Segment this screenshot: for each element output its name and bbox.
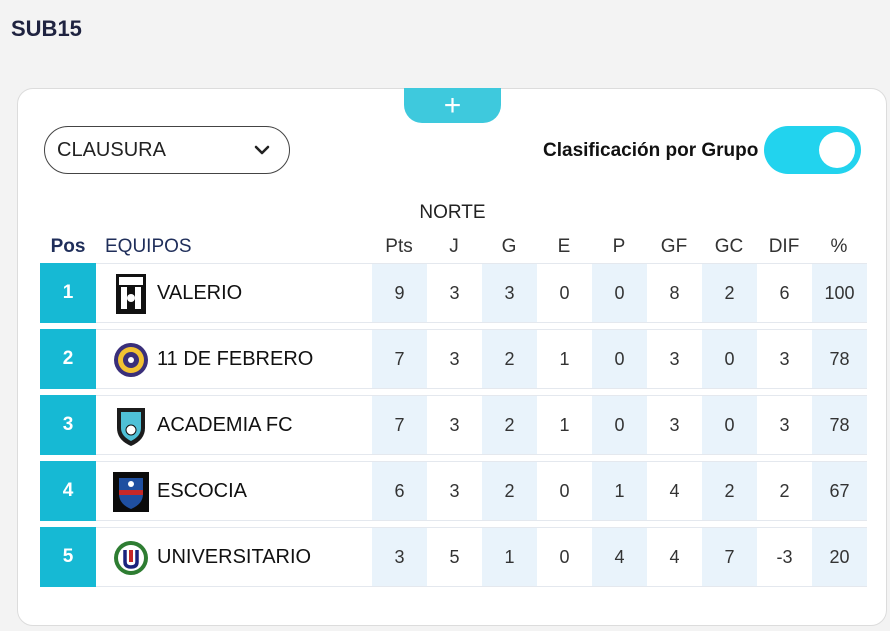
cell-e: 0 [559,547,570,567]
cell-gc: 7 [702,528,757,586]
cell-gf: 4 [669,481,680,501]
cell-p: 4 [592,528,647,586]
header-j: J [449,236,459,257]
header-pct: % [830,236,848,257]
cell-pct: 20 [812,528,867,586]
cell-j: 3 [449,481,460,501]
header-team: EQUIPOS [105,236,192,257]
cell-p: 0 [592,396,647,454]
cell-gc: 2 [702,462,757,520]
tournament-select[interactable]: CLAUSURA [44,126,290,174]
group-name: NORTE [419,202,486,223]
page-title: SUB15 [11,16,82,41]
cell-j: 3 [449,415,460,435]
row-pos: 3 [40,395,96,455]
row-pos: 1 [40,263,96,323]
cell-g: 1 [482,528,537,586]
table-row[interactable]: 5 UNIVERSITARIO 3 5 1 0 4 4 7 -3 20 [40,527,867,587]
febrero-crest-icon [114,343,148,377]
table-row[interactable]: 1 VALERIO 9 3 3 0 0 8 2 6 100 [40,263,867,323]
header-pts: Pts [385,236,413,257]
chevron-down-icon [254,145,270,155]
cell-gc: 0 [702,330,757,388]
team-name: 11 DE FEBRERO [157,348,314,370]
header-p: P [612,236,626,257]
cell-pct: 78 [812,330,867,388]
universitario-crest-icon [114,541,148,575]
cell-gf: 3 [669,415,680,435]
table-row[interactable]: 3 ACADEMIA FC 7 3 2 1 0 3 0 3 78 [40,395,867,455]
add-button[interactable]: + [404,88,501,123]
cell-dif: 2 [779,481,790,501]
header-gc: GC [714,236,744,257]
cell-dif: 3 [779,349,790,369]
escocia-crest-icon [113,472,149,512]
cell-e: 1 [559,415,570,435]
row-pos: 2 [40,329,96,389]
team-name: VALERIO [157,282,243,304]
cell-pts: 6 [372,462,427,520]
cell-dif: -3 [776,547,793,567]
cell-g: 2 [482,396,537,454]
team-name: UNIVERSITARIO [157,546,312,568]
header-gf: GF [660,236,688,257]
valerio-crest-icon [116,274,146,314]
team-name: ACADEMIA FC [157,414,293,436]
cell-p: 0 [592,330,647,388]
cell-pct: 100 [812,264,867,322]
table-header: Pos EQUIPOS Pts J G E P GF GC DIF % [0,236,890,260]
cell-gf: 3 [669,349,680,369]
cell-g: 2 [482,462,537,520]
cell-j: 3 [449,349,460,369]
tournament-select-value: CLAUSURA [57,138,166,161]
cell-pts: 9 [372,264,427,322]
cell-g: 2 [482,330,537,388]
toggle-knob [819,132,855,168]
table-row[interactable]: 4 ESCOCIA 6 3 2 0 1 4 2 2 67 [40,461,867,521]
team-name: ESCOCIA [157,480,248,502]
cell-pts: 7 [372,330,427,388]
cell-gf: 4 [669,547,680,567]
header-g: G [501,236,517,257]
plus-icon: + [443,88,462,122]
cell-gf: 8 [669,283,680,303]
cell-j: 5 [449,547,460,567]
cell-pts: 7 [372,396,427,454]
cell-pct: 78 [812,396,867,454]
cell-pts: 3 [372,528,427,586]
cell-gc: 0 [702,396,757,454]
table-row[interactable]: 2 11 DE FEBRERO 7 3 2 1 0 3 0 3 78 [40,329,867,389]
row-pos: 4 [40,461,96,521]
row-pos: 5 [40,527,96,587]
cell-e: 0 [559,283,570,303]
cell-p: 0 [592,264,647,322]
header-dif: DIF [768,236,800,257]
group-toggle-label: Clasificación por Grupo [543,140,759,161]
cell-pct: 67 [812,462,867,520]
cell-p: 1 [592,462,647,520]
cell-e: 1 [559,349,570,369]
cell-g: 3 [482,264,537,322]
group-toggle[interactable] [764,126,861,174]
cell-dif: 3 [779,415,790,435]
cell-dif: 6 [779,283,790,303]
header-pos: Pos [50,236,86,257]
cell-j: 3 [449,283,460,303]
cell-gc: 2 [702,264,757,322]
academia-crest-icon [117,408,145,446]
cell-e: 0 [559,481,570,501]
header-e: E [557,236,571,257]
